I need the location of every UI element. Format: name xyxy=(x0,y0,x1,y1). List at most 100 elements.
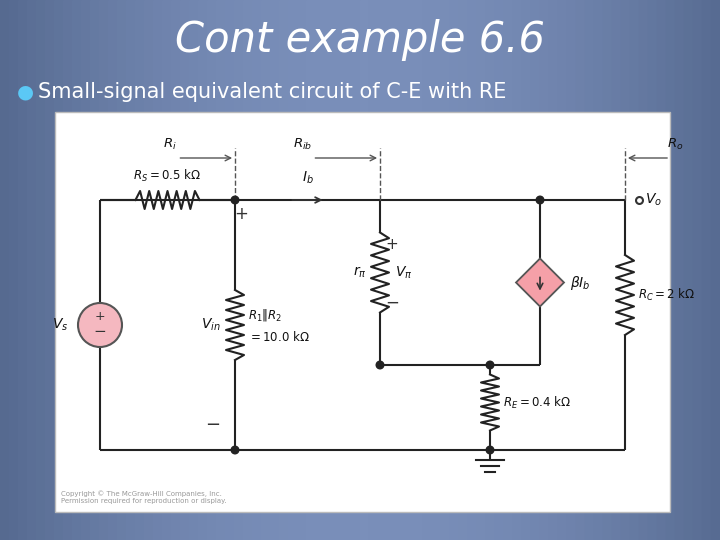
Text: $\beta I_b$: $\beta I_b$ xyxy=(570,273,590,292)
Text: +: + xyxy=(234,205,248,223)
Text: −: − xyxy=(205,416,220,434)
Bar xyxy=(684,0,694,540)
Bar xyxy=(252,0,262,540)
Bar xyxy=(405,0,415,540)
Text: $R_i$: $R_i$ xyxy=(163,137,176,152)
Bar xyxy=(324,0,334,540)
Bar xyxy=(342,0,353,540)
Text: $R_S = 0.5\ \mathrm{k\Omega}$: $R_S = 0.5\ \mathrm{k\Omega}$ xyxy=(133,168,202,184)
Bar xyxy=(36,0,46,540)
Bar xyxy=(693,0,703,540)
Bar xyxy=(55,112,670,512)
Text: Cont example 6.6: Cont example 6.6 xyxy=(175,19,545,61)
Bar xyxy=(621,0,631,540)
Bar xyxy=(333,0,343,540)
Bar xyxy=(288,0,299,540)
Bar xyxy=(432,0,442,540)
Circle shape xyxy=(376,361,384,369)
Bar xyxy=(99,0,109,540)
Bar xyxy=(603,0,613,540)
Polygon shape xyxy=(516,259,564,307)
Bar xyxy=(585,0,595,540)
Text: +: + xyxy=(386,237,398,252)
Bar xyxy=(531,0,541,540)
Bar xyxy=(0,0,11,540)
Text: $V_o$: $V_o$ xyxy=(645,192,662,208)
Bar xyxy=(648,0,658,540)
Text: $R_1 \| R_2$: $R_1 \| R_2$ xyxy=(248,307,282,323)
Bar xyxy=(612,0,622,540)
Bar xyxy=(549,0,559,540)
Bar xyxy=(72,0,82,540)
Bar xyxy=(279,0,289,540)
Bar xyxy=(639,0,649,540)
Circle shape xyxy=(231,196,239,204)
Text: $R_o$: $R_o$ xyxy=(667,137,683,152)
Bar xyxy=(441,0,451,540)
Bar xyxy=(45,0,55,540)
Bar xyxy=(171,0,181,540)
Bar xyxy=(513,0,523,540)
Text: $V_\pi$: $V_\pi$ xyxy=(395,264,413,281)
Bar xyxy=(234,0,245,540)
Bar xyxy=(198,0,209,540)
Bar xyxy=(522,0,532,540)
Bar xyxy=(414,0,424,540)
Bar xyxy=(27,0,37,540)
Text: $R_{ib}$: $R_{ib}$ xyxy=(293,137,312,152)
Bar xyxy=(504,0,514,540)
Bar xyxy=(162,0,173,540)
Bar xyxy=(270,0,281,540)
Bar xyxy=(81,0,91,540)
Text: $r_\pi$: $r_\pi$ xyxy=(354,265,367,280)
Text: −: − xyxy=(94,325,107,340)
Bar xyxy=(126,0,137,540)
Bar xyxy=(567,0,577,540)
Bar xyxy=(468,0,478,540)
Bar xyxy=(18,0,29,540)
Text: $I_b$: $I_b$ xyxy=(302,170,313,186)
Bar xyxy=(189,0,199,540)
Bar xyxy=(369,0,379,540)
Bar xyxy=(594,0,604,540)
Bar xyxy=(711,0,720,540)
Text: ●: ● xyxy=(17,83,34,102)
Text: $R_E = 0.4\ \mathrm{k\Omega}$: $R_E = 0.4\ \mathrm{k\Omega}$ xyxy=(503,394,571,410)
Bar xyxy=(360,0,370,540)
Bar xyxy=(459,0,469,540)
Circle shape xyxy=(486,361,494,369)
Text: Copyright © The McGraw-Hill Companies, Inc.
Permission required for reproduction: Copyright © The McGraw-Hill Companies, I… xyxy=(61,490,227,504)
Bar xyxy=(666,0,677,540)
Bar xyxy=(153,0,163,540)
Circle shape xyxy=(486,446,494,454)
Bar xyxy=(207,0,217,540)
Text: +: + xyxy=(95,310,105,323)
Bar xyxy=(108,0,119,540)
Circle shape xyxy=(78,303,122,347)
Bar xyxy=(378,0,389,540)
Bar xyxy=(576,0,586,540)
Bar xyxy=(630,0,641,540)
Bar xyxy=(558,0,569,540)
Bar xyxy=(90,0,101,540)
Bar xyxy=(657,0,667,540)
Bar xyxy=(486,0,497,540)
Bar xyxy=(387,0,397,540)
Bar xyxy=(9,0,19,540)
Text: −: − xyxy=(385,294,399,312)
Bar xyxy=(135,0,145,540)
Text: $R_C = 2\ \mathrm{k\Omega}$: $R_C = 2\ \mathrm{k\Omega}$ xyxy=(638,287,696,303)
Bar xyxy=(225,0,235,540)
Circle shape xyxy=(231,446,239,454)
Text: Small-signal equivalent circuit of C-E with RE: Small-signal equivalent circuit of C-E w… xyxy=(38,82,506,102)
Bar xyxy=(495,0,505,540)
Bar xyxy=(477,0,487,540)
Circle shape xyxy=(536,196,544,204)
Bar xyxy=(117,0,127,540)
Bar xyxy=(243,0,253,540)
Bar xyxy=(261,0,271,540)
Bar xyxy=(702,0,712,540)
Bar xyxy=(306,0,317,540)
Text: $V_s$: $V_s$ xyxy=(52,317,68,333)
Bar xyxy=(540,0,550,540)
